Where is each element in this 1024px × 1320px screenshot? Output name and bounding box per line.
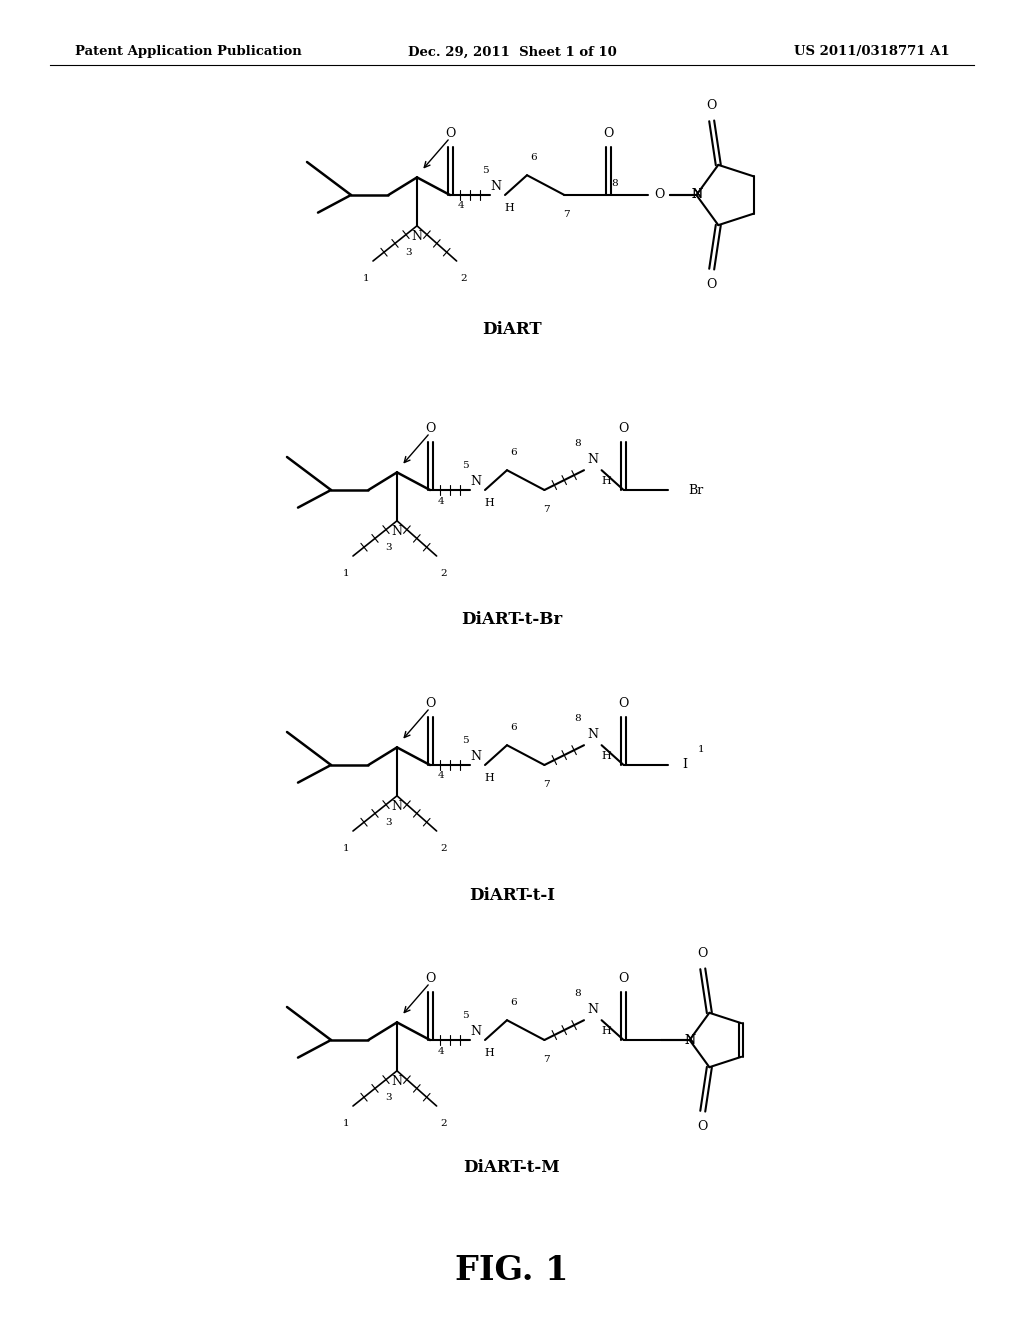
Text: 5: 5 <box>462 1011 469 1020</box>
Text: H: H <box>484 774 495 783</box>
Text: O: O <box>618 972 629 985</box>
Text: 4: 4 <box>437 771 444 780</box>
Text: 8: 8 <box>611 180 618 189</box>
Text: 4: 4 <box>458 202 464 210</box>
Text: H: H <box>505 203 514 214</box>
Text: O: O <box>618 697 629 710</box>
Text: H: H <box>601 751 611 762</box>
Text: O: O <box>697 1121 708 1133</box>
Text: Patent Application Publication: Patent Application Publication <box>75 45 302 58</box>
Text: O: O <box>603 127 613 140</box>
Text: 6: 6 <box>510 447 517 457</box>
Text: O: O <box>425 972 435 985</box>
Text: DiART-t-Br: DiART-t-Br <box>462 611 562 628</box>
Text: N: N <box>588 727 598 741</box>
Text: 7: 7 <box>563 210 570 219</box>
Text: 2: 2 <box>440 569 446 578</box>
Text: O: O <box>425 697 435 710</box>
Text: DiART-t-M: DiART-t-M <box>464 1159 560 1176</box>
Text: H: H <box>484 498 495 508</box>
Text: 1: 1 <box>343 843 350 853</box>
Text: 1: 1 <box>343 1119 350 1129</box>
Text: N: N <box>471 750 481 763</box>
Text: DiART-t-I: DiART-t-I <box>469 887 555 903</box>
Text: 6: 6 <box>510 723 517 733</box>
Text: H: H <box>484 1048 495 1059</box>
Text: O: O <box>707 99 717 112</box>
Text: 3: 3 <box>385 543 391 552</box>
Text: 3: 3 <box>404 248 412 256</box>
Text: 1: 1 <box>343 569 350 578</box>
Text: O: O <box>653 189 665 202</box>
Text: 5: 5 <box>462 461 469 470</box>
Text: O: O <box>697 946 708 960</box>
Text: 4: 4 <box>437 496 444 506</box>
Text: O: O <box>425 422 435 434</box>
Text: N: N <box>471 1024 481 1038</box>
Text: N: N <box>471 475 481 487</box>
Text: Br: Br <box>688 483 703 496</box>
Text: N: N <box>588 1003 598 1015</box>
Text: N: N <box>684 1034 695 1047</box>
Text: I: I <box>683 759 688 771</box>
Text: N: N <box>412 230 423 243</box>
Text: 4: 4 <box>437 1047 444 1056</box>
Text: 2: 2 <box>460 275 467 282</box>
Text: O: O <box>618 422 629 434</box>
Text: 1: 1 <box>364 275 370 282</box>
Text: 1: 1 <box>697 744 703 754</box>
Text: 8: 8 <box>574 714 581 723</box>
Text: 3: 3 <box>385 1093 391 1102</box>
Text: 7: 7 <box>544 1055 550 1064</box>
Text: N: N <box>391 800 402 813</box>
Text: O: O <box>707 279 717 290</box>
Text: US 2011/0318771 A1: US 2011/0318771 A1 <box>795 45 950 58</box>
Text: N: N <box>391 525 402 539</box>
Text: H: H <box>601 1026 611 1036</box>
Text: 7: 7 <box>544 506 550 515</box>
Text: N: N <box>691 189 701 202</box>
Text: Dec. 29, 2011  Sheet 1 of 10: Dec. 29, 2011 Sheet 1 of 10 <box>408 45 616 58</box>
Text: N: N <box>691 189 701 202</box>
Text: 6: 6 <box>530 153 537 162</box>
Text: 8: 8 <box>574 440 581 449</box>
Text: DiART: DiART <box>482 322 542 338</box>
Text: O: O <box>444 127 456 140</box>
Text: N: N <box>490 180 502 193</box>
Text: N: N <box>588 453 598 466</box>
Text: N: N <box>391 1076 402 1088</box>
Text: H: H <box>601 477 611 486</box>
Text: N: N <box>691 189 701 202</box>
Text: 3: 3 <box>385 817 391 826</box>
Text: 6: 6 <box>510 998 517 1007</box>
Text: 7: 7 <box>544 780 550 789</box>
Text: 5: 5 <box>482 166 488 176</box>
Text: FIG. 1: FIG. 1 <box>456 1254 568 1287</box>
Text: 2: 2 <box>440 843 446 853</box>
Text: 8: 8 <box>574 989 581 998</box>
Text: 5: 5 <box>462 737 469 746</box>
Text: N: N <box>684 1034 695 1047</box>
Text: 2: 2 <box>440 1119 446 1129</box>
